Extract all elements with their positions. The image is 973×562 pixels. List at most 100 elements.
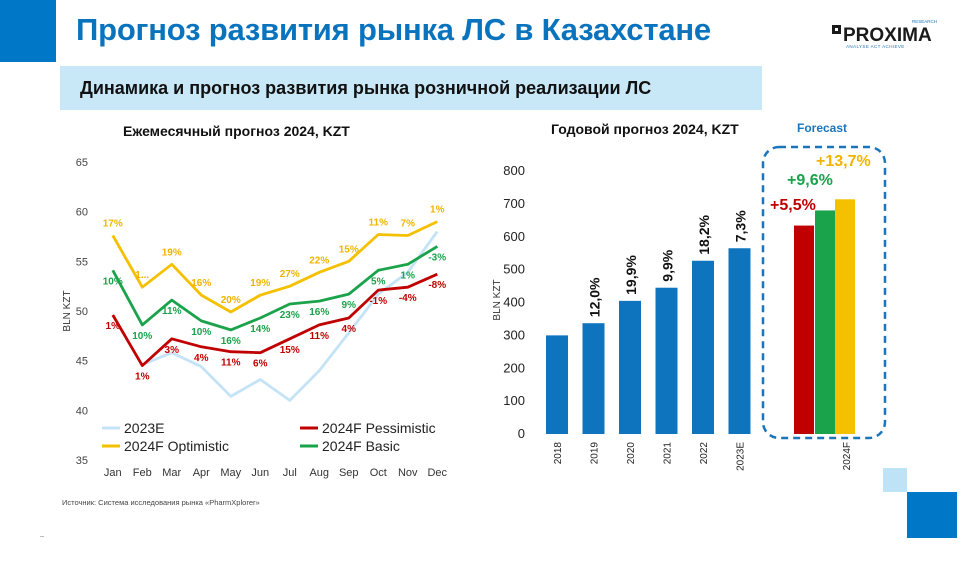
data-label: 22% (309, 255, 329, 266)
forecast-bar (815, 210, 835, 434)
y-axis-label: BLN KZT (492, 279, 503, 320)
logo-text: PROXIMA (843, 25, 932, 46)
series-line (111, 245, 439, 332)
x-tick-label: 2023E (736, 442, 747, 471)
growth-label: 19,9% (623, 255, 639, 295)
corner-decoration (0, 0, 56, 62)
corner-decoration-dark (907, 492, 957, 538)
data-label: 20% (221, 295, 241, 306)
data-label: 14% (250, 324, 270, 335)
growth-label: 18,2% (696, 215, 712, 255)
data-label: 10% (103, 276, 123, 287)
data-label: 11% (310, 331, 330, 342)
y-tick-label: 35 (76, 455, 88, 467)
x-tick-label: Sep (339, 467, 359, 479)
data-label: 1% (430, 205, 445, 216)
data-label: 17% (103, 219, 123, 230)
forecast-box (761, 145, 887, 440)
bar (655, 287, 678, 434)
y-tick-label: 800 (503, 163, 525, 178)
data-label: 1% (135, 372, 150, 383)
y-tick-label: 100 (503, 393, 525, 408)
y-tick-label: 65 (76, 157, 88, 169)
annual-chart-title: Годовой прогноз 2024, KZT (551, 121, 739, 137)
forecast-bar (794, 225, 814, 434)
data-label: 7% (401, 219, 416, 230)
data-label: 19% (250, 278, 270, 289)
logo-small-text: RESEARCH (912, 19, 937, 24)
data-label: 11% (162, 306, 182, 317)
data-label: 23% (280, 310, 300, 321)
x-tick-label: 2021 (663, 442, 674, 465)
y-tick-label: 600 (503, 229, 525, 244)
data-label: -3% (428, 252, 446, 263)
growth-label: 7,3% (733, 210, 749, 242)
data-label: -4% (399, 293, 417, 304)
data-label: 16% (309, 307, 329, 318)
forecast-growth-label: +5,5% (770, 197, 816, 214)
series-line (141, 230, 439, 402)
growth-label: 9,9% (660, 249, 676, 281)
page-title: Прогноз развития рынка ЛС в Казахстане (76, 12, 711, 47)
data-label: 1% (401, 270, 416, 281)
x-tick-label: Mar (162, 467, 181, 479)
data-label: 1... (135, 270, 149, 281)
data-label: 19% (162, 247, 182, 258)
growth-label: 12,0% (587, 277, 603, 317)
data-label: 4% (194, 353, 209, 364)
y-tick-label: 60 (76, 207, 88, 219)
x-tick-label: 2019 (590, 442, 601, 465)
data-label: 4% (342, 324, 357, 335)
x-tick-label: 2024F (842, 442, 853, 470)
page-subtitle: Динамика и прогноз развития рынка рознич… (80, 78, 652, 98)
x-tick-label: Oct (370, 467, 387, 479)
data-label: 3% (165, 345, 180, 356)
series-line (111, 272, 438, 368)
y-tick-label: 45 (76, 356, 88, 368)
divider (40, 536, 44, 537)
x-tick-label: Jan (104, 467, 122, 479)
monthly-chart-title: Ежемесячный прогноз 2024, KZT (123, 123, 350, 139)
x-tick-label: Jul (283, 467, 297, 479)
y-tick-label: 500 (503, 262, 525, 277)
y-tick-label: 0 (518, 426, 525, 441)
legend-label: 2024F Pessimistic (322, 420, 436, 436)
data-label: 11% (221, 358, 241, 369)
y-tick-label: 300 (503, 327, 525, 342)
data-label: 15% (339, 244, 359, 255)
annual-bar-chart: 0 100 200 300 400 500 600 700 800 BLN KZT 2018 2019… (492, 145, 887, 471)
source-note: Источник: Система исследования рынка «Ph… (62, 498, 260, 507)
legend-label: 2023E (124, 420, 164, 436)
x-tick-label: Aug (309, 467, 329, 479)
data-label: 5% (371, 276, 386, 287)
x-tick-label: Apr (193, 467, 210, 479)
x-tick-label: 2020 (626, 442, 637, 465)
x-tick-label: Nov (398, 467, 418, 479)
x-tick-label: 2018 (553, 442, 564, 465)
y-tick-label: 700 (503, 196, 525, 211)
proxima-logo: PROXIMA RESEARCH ANALYSE ACT ACHIEVE (832, 17, 942, 51)
x-tick-label: Dec (427, 467, 447, 479)
bar (728, 248, 751, 434)
monthly-line-chart: 35 40 45 50 55 60 65 BLN KZT Jan Feb Mar Apr May Jun J… (62, 157, 448, 479)
data-label: 1% (106, 321, 121, 332)
bar (582, 323, 605, 434)
forecast-label: Forecast (797, 121, 848, 135)
x-tick-label: 2022 (699, 442, 710, 465)
y-tick-label: 400 (503, 295, 525, 310)
data-label: 10% (191, 327, 211, 338)
data-label: -1% (369, 296, 387, 307)
x-tick-label: May (220, 467, 241, 479)
y-tick-label: 55 (76, 256, 88, 268)
data-label: -8% (428, 280, 446, 291)
x-tick-label: Jun (251, 467, 269, 479)
data-label: 11% (369, 218, 389, 229)
data-label: 15% (280, 345, 300, 356)
legend-label: 2024F Basic (322, 438, 400, 454)
data-label: 16% (191, 278, 211, 289)
data-label: 10% (132, 331, 152, 342)
y-tick-label: 200 (503, 360, 525, 375)
data-label: 9% (342, 300, 357, 311)
subtitle-band (60, 66, 762, 110)
y-axis-label: BLN KZT (62, 290, 73, 331)
